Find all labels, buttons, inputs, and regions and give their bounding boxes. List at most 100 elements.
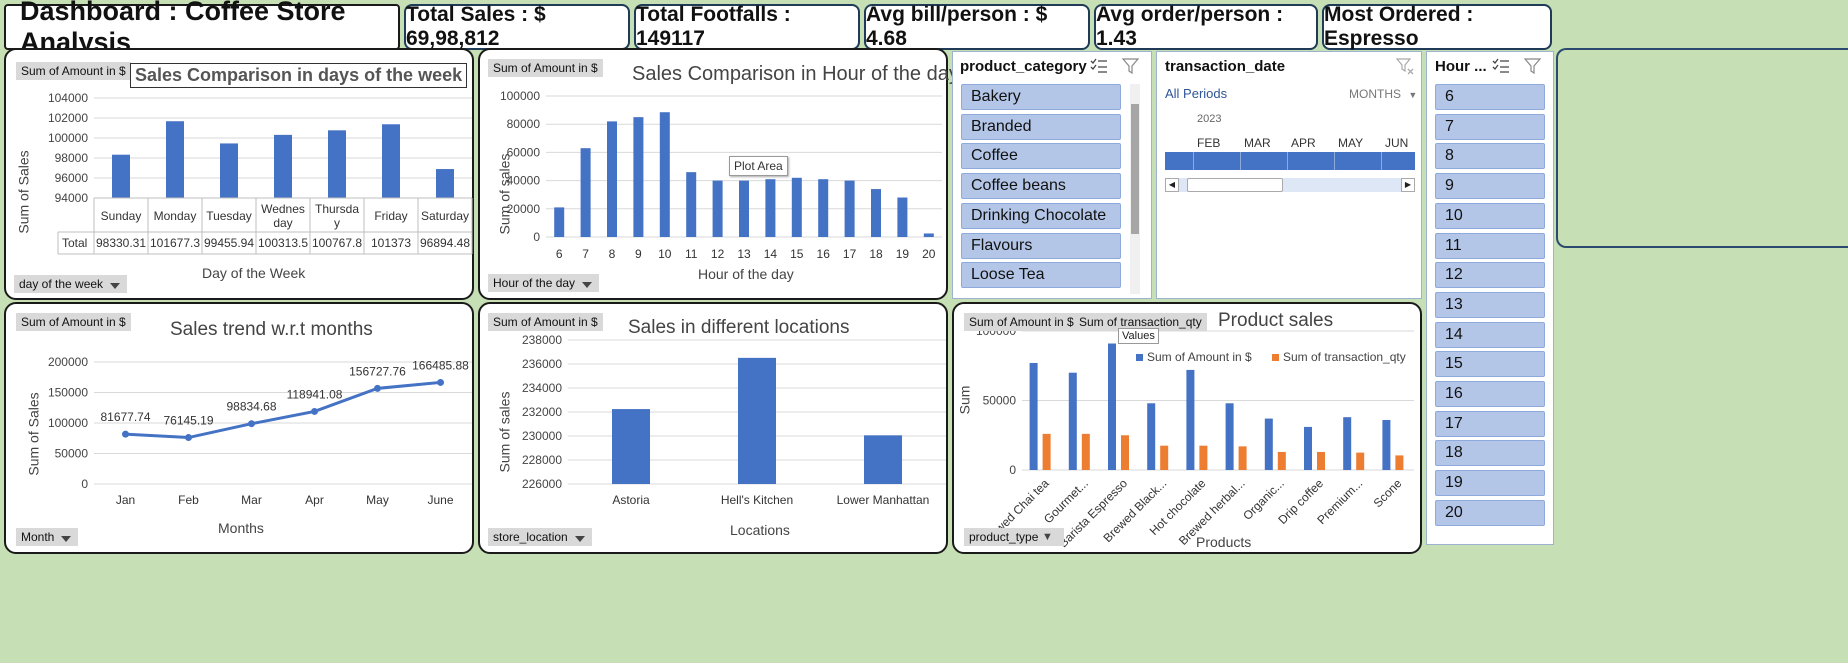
timeline-scrollbar[interactable]: ◀ ▶ xyxy=(1165,178,1415,192)
hour-slicer-item[interactable]: 18 xyxy=(1435,440,1545,467)
months-chart-panel[interactable]: Sum of Amount in $ Sales trend w.r.t mon… xyxy=(4,302,474,554)
clear-filter-icon[interactable] xyxy=(1121,56,1141,76)
products-bar-qty xyxy=(1081,433,1090,470)
category-slicer-item[interactable]: Loose Tea xyxy=(961,262,1121,289)
date-timeline[interactable]: transaction_date All Periods MONTHS ▼ 20… xyxy=(1156,51,1429,299)
months-data-label: 81677.74 xyxy=(100,410,150,424)
months-point xyxy=(437,378,444,386)
legend-amount-label: Sum of Amount in $ xyxy=(1147,350,1252,364)
locations-value-field-button[interactable]: Sum of Amount in $ xyxy=(488,313,603,331)
products-qty-field-button[interactable]: Sum of transaction_qty xyxy=(1074,313,1207,331)
kpi-total-sales: Total Sales : $ 69,98,812 xyxy=(404,3,630,50)
months-data-label: 156727.76 xyxy=(349,364,406,378)
clear-timeline-filter-icon[interactable] xyxy=(1395,56,1415,76)
days-table-value: 100767.8 xyxy=(312,236,362,250)
category-slicer-item[interactable]: Coffee beans xyxy=(961,173,1121,200)
hour-slicer-item[interactable]: 9 xyxy=(1435,173,1545,200)
locations-y-tick: 236000 xyxy=(522,357,562,371)
hour-slicer-item[interactable]: 19 xyxy=(1435,470,1545,497)
hours-chart-svg: 0 20000 40000 60000 80000 100000 6 7 8 9 10 11 12 13 1… xyxy=(500,89,942,261)
hour-slicer-item[interactable]: 10 xyxy=(1435,202,1545,229)
hours-x-tick: 20 xyxy=(922,247,936,261)
hour-slicer[interactable]: Hour ... 6 7 8 9 10 11 12 13 14 15 16 17 18 19 20 xyxy=(1426,51,1554,545)
category-slicer-item[interactable]: Branded xyxy=(961,113,1121,140)
locations-x-axis-title: Locations xyxy=(730,522,790,538)
timeline-month-label[interactable]: MAR xyxy=(1244,136,1271,150)
timeline-bar[interactable] xyxy=(1165,152,1429,170)
products-bar-qty xyxy=(1277,451,1286,470)
hour-multi-select-icon[interactable] xyxy=(1491,56,1511,76)
hour-slicer-item[interactable]: 17 xyxy=(1435,410,1545,437)
days-axis-field-button[interactable]: day of the week xyxy=(14,275,128,293)
hours-bar xyxy=(580,148,591,237)
locations-axis-field-button[interactable]: store_location xyxy=(488,528,592,546)
multi-select-icon[interactable] xyxy=(1089,56,1109,76)
locations-chart-panel[interactable]: Sum of Amount in $ Sales in different lo… xyxy=(478,302,948,554)
months-data-label: 76145.19 xyxy=(163,414,213,428)
months-series-line xyxy=(125,380,441,440)
days-table-value: 101373 xyxy=(371,236,411,250)
category-slicer-item[interactable]: Coffee xyxy=(961,143,1121,170)
category-slicer-item[interactable]: Drinking Chocolate xyxy=(961,202,1121,229)
days-x-axis-title: Day of the Week xyxy=(202,265,306,281)
products-values-tooltip: Values xyxy=(1118,328,1159,344)
hour-slicer-item[interactable]: 13 xyxy=(1435,291,1545,318)
plot-area-tooltip: Plot Area xyxy=(729,156,788,176)
locations-bar xyxy=(612,409,650,484)
hours-bar xyxy=(923,233,934,237)
locations-bar xyxy=(738,357,776,484)
timeline-month-label[interactable]: JUN xyxy=(1385,136,1409,150)
hours-value-field-button[interactable]: Sum of Amount in $ xyxy=(488,59,603,77)
days-y-tick: 102000 xyxy=(48,111,88,125)
hours-x-tick: 19 xyxy=(896,247,910,261)
products-axis-field-button[interactable]: product_type xyxy=(964,528,1065,546)
products-value-field-button[interactable]: Sum of Amount in $ xyxy=(964,313,1079,331)
products-chart-panel[interactable]: 0 50000 100000 Brewed Chai tea Gourmet... Bar… xyxy=(952,302,1422,554)
kpi-avg-order: Avg order/person : 1.43 xyxy=(1094,3,1318,50)
hour-slicer-item[interactable]: 14 xyxy=(1435,321,1545,348)
months-x-tick: Feb xyxy=(178,493,199,507)
hour-slicer-item[interactable]: 15 xyxy=(1435,351,1545,378)
legend-amount: Sum of Amount in $ xyxy=(1136,350,1252,364)
hour-slicer-item[interactable]: 11 xyxy=(1435,232,1545,259)
months-value-field-button[interactable]: Sum of Amount in $ xyxy=(16,313,131,331)
timeline-month-label[interactable]: APR xyxy=(1291,136,1316,150)
months-point xyxy=(311,407,318,415)
hour-slicer-item[interactable]: 7 xyxy=(1435,113,1545,140)
scroll-right-icon[interactable]: ▶ xyxy=(1401,178,1415,192)
locations-y-tick: 234000 xyxy=(522,381,562,395)
category-scroll-thumb[interactable] xyxy=(1131,104,1139,234)
hours-chart-panel[interactable]: Sum of Amount in $ Sales Comparison in H… xyxy=(478,48,959,300)
days-x-tick: Sunday xyxy=(101,209,142,223)
hour-slicer-item[interactable]: 8 xyxy=(1435,143,1545,170)
products-x-tick: Barista Espresso xyxy=(1056,476,1130,550)
hours-x-tick: 6 xyxy=(556,247,563,261)
hours-x-tick: 11 xyxy=(685,247,698,261)
hours-axis-field-button[interactable]: Hour of the day xyxy=(488,274,600,292)
hour-clear-filter-icon[interactable] xyxy=(1523,56,1543,76)
chevron-down-icon: ▼ xyxy=(1408,90,1418,100)
days-chart-panel[interactable]: Sum of Amount in $ Sales Comparison in d… xyxy=(4,48,474,300)
hours-x-tick: 17 xyxy=(843,247,857,261)
category-slicer-item[interactable]: Bakery xyxy=(961,84,1121,110)
months-x-tick: Jan xyxy=(116,493,135,507)
products-bar-amount xyxy=(1343,417,1352,470)
timeline-scroll-thumb[interactable] xyxy=(1187,178,1283,192)
timeline-month-label[interactable]: FEB xyxy=(1197,136,1221,150)
hours-y-tick: 0 xyxy=(533,230,540,244)
hour-slicer-item[interactable]: 6 xyxy=(1435,84,1545,110)
hour-slicer-item[interactable]: 16 xyxy=(1435,381,1545,407)
days-x-tick: Thursda xyxy=(315,202,359,216)
products-filter-icon[interactable]: ▼ xyxy=(1042,531,1053,543)
hour-slicer-item[interactable]: 20 xyxy=(1435,499,1545,526)
products-x-axis-title: Products xyxy=(1196,534,1252,550)
timeline-level-dropdown[interactable]: MONTHS ▼ xyxy=(1349,87,1417,101)
hour-slicer-item[interactable]: 12 xyxy=(1435,262,1545,289)
days-value-field-button[interactable]: Sum of Amount in $ xyxy=(16,62,131,80)
category-slicer[interactable]: product_category Bakery Branded Coffee Coff… xyxy=(952,51,1152,299)
scroll-left-icon[interactable]: ◀ xyxy=(1165,178,1179,192)
category-scrollbar[interactable] xyxy=(1130,84,1140,294)
timeline-month-label[interactable]: MAY xyxy=(1338,136,1364,150)
category-slicer-item[interactable]: Flavours xyxy=(961,232,1121,259)
months-axis-field-button[interactable]: Month xyxy=(16,528,79,546)
